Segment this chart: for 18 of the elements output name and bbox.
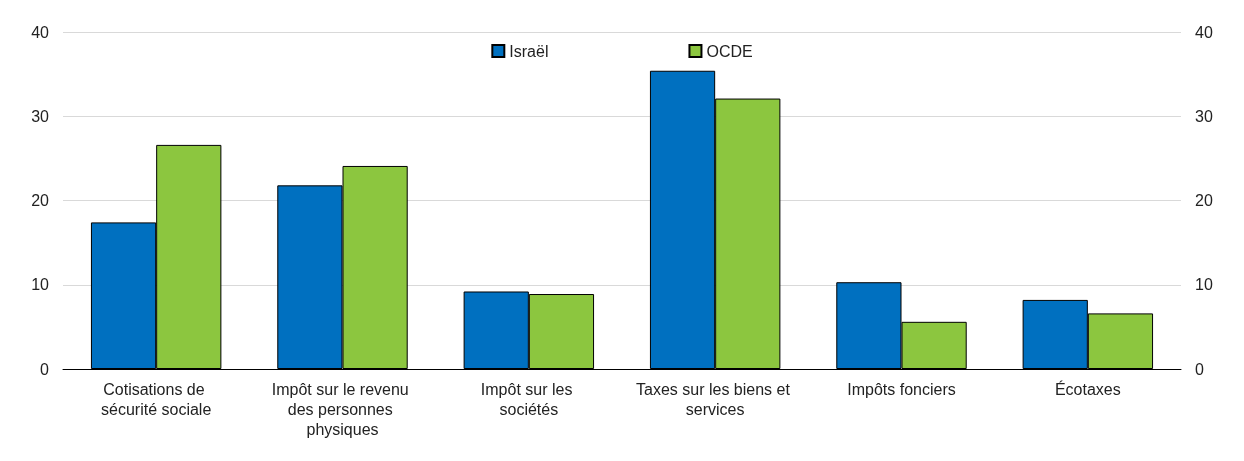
y2-tick-label: 10 xyxy=(1195,276,1213,294)
x-tick-label: Impôts fonciers xyxy=(847,380,956,398)
x-tick-label: Impôt sur le revenu des personnes physiques xyxy=(271,380,414,438)
y2-tick-label: 40 xyxy=(1195,23,1213,41)
legend-label: OCDE xyxy=(706,42,753,60)
legend-label: Israël xyxy=(509,42,549,60)
y-tick-label: 0 xyxy=(40,360,50,378)
x-tick-label: Écotaxes xyxy=(1054,379,1121,398)
y-tick-label: 40 xyxy=(31,23,50,41)
y2-tick-label: 30 xyxy=(1195,107,1213,125)
y2-tick-label: 20 xyxy=(1195,192,1213,209)
y2-tick-label: 0 xyxy=(1195,360,1204,378)
y-tick-label: 20 xyxy=(31,192,50,209)
x-tick-label: Impôt sur les sociétés xyxy=(480,380,577,418)
y-tick-label: 30 xyxy=(31,107,50,125)
x-tick-label: Taxes sur les biens et services xyxy=(636,380,795,418)
y-tick-label: 10 xyxy=(31,276,50,294)
x-tick-label: Cotisations de sécurité sociale xyxy=(101,380,212,418)
